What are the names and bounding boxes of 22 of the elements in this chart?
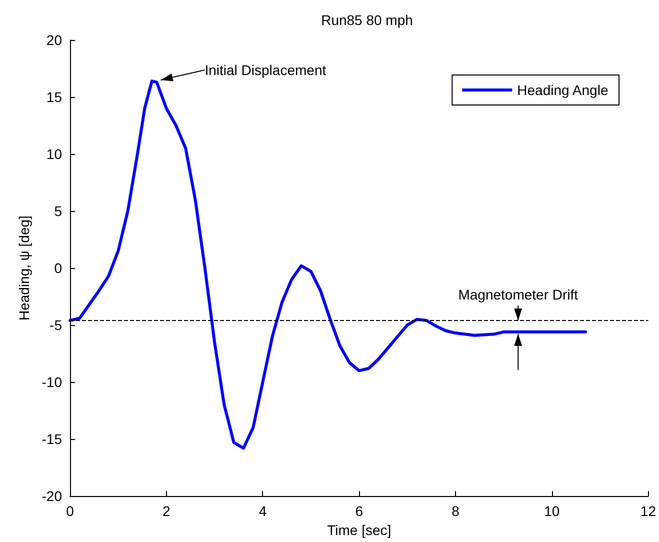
y-tick-label: 10 [46, 146, 62, 162]
annotation: Initial Displacement [204, 62, 326, 78]
legend-label: Heading Angle [517, 82, 608, 98]
x-tick-label: 4 [258, 503, 267, 520]
y-tick-label: -15 [42, 431, 62, 448]
x-tick-label: 6 [355, 503, 364, 520]
y-axis-title: Heading, ψ [deg] [16, 216, 32, 321]
y-tick-label: -5 [50, 317, 62, 334]
y-tick-label: 0 [54, 260, 62, 276]
y-tick-label: 20 [46, 32, 62, 48]
x-tick-label: 8 [452, 503, 460, 520]
chart-title: Run85 80 mph [321, 12, 413, 28]
x-axis-title: Time [sec] [327, 522, 392, 538]
x-tick-label: 0 [66, 503, 74, 520]
y-tick-label: -20 [42, 488, 62, 504]
y-tick-label: -10 [42, 374, 62, 390]
x-tick-label: 2 [162, 503, 170, 520]
x-tick-label: 12 [640, 503, 656, 520]
annotation: Magnetometer Drift [458, 286, 578, 302]
y-tick-label: 5 [54, 203, 62, 220]
y-tick-label: 15 [46, 89, 62, 106]
x-tick-label: 10 [544, 503, 560, 520]
